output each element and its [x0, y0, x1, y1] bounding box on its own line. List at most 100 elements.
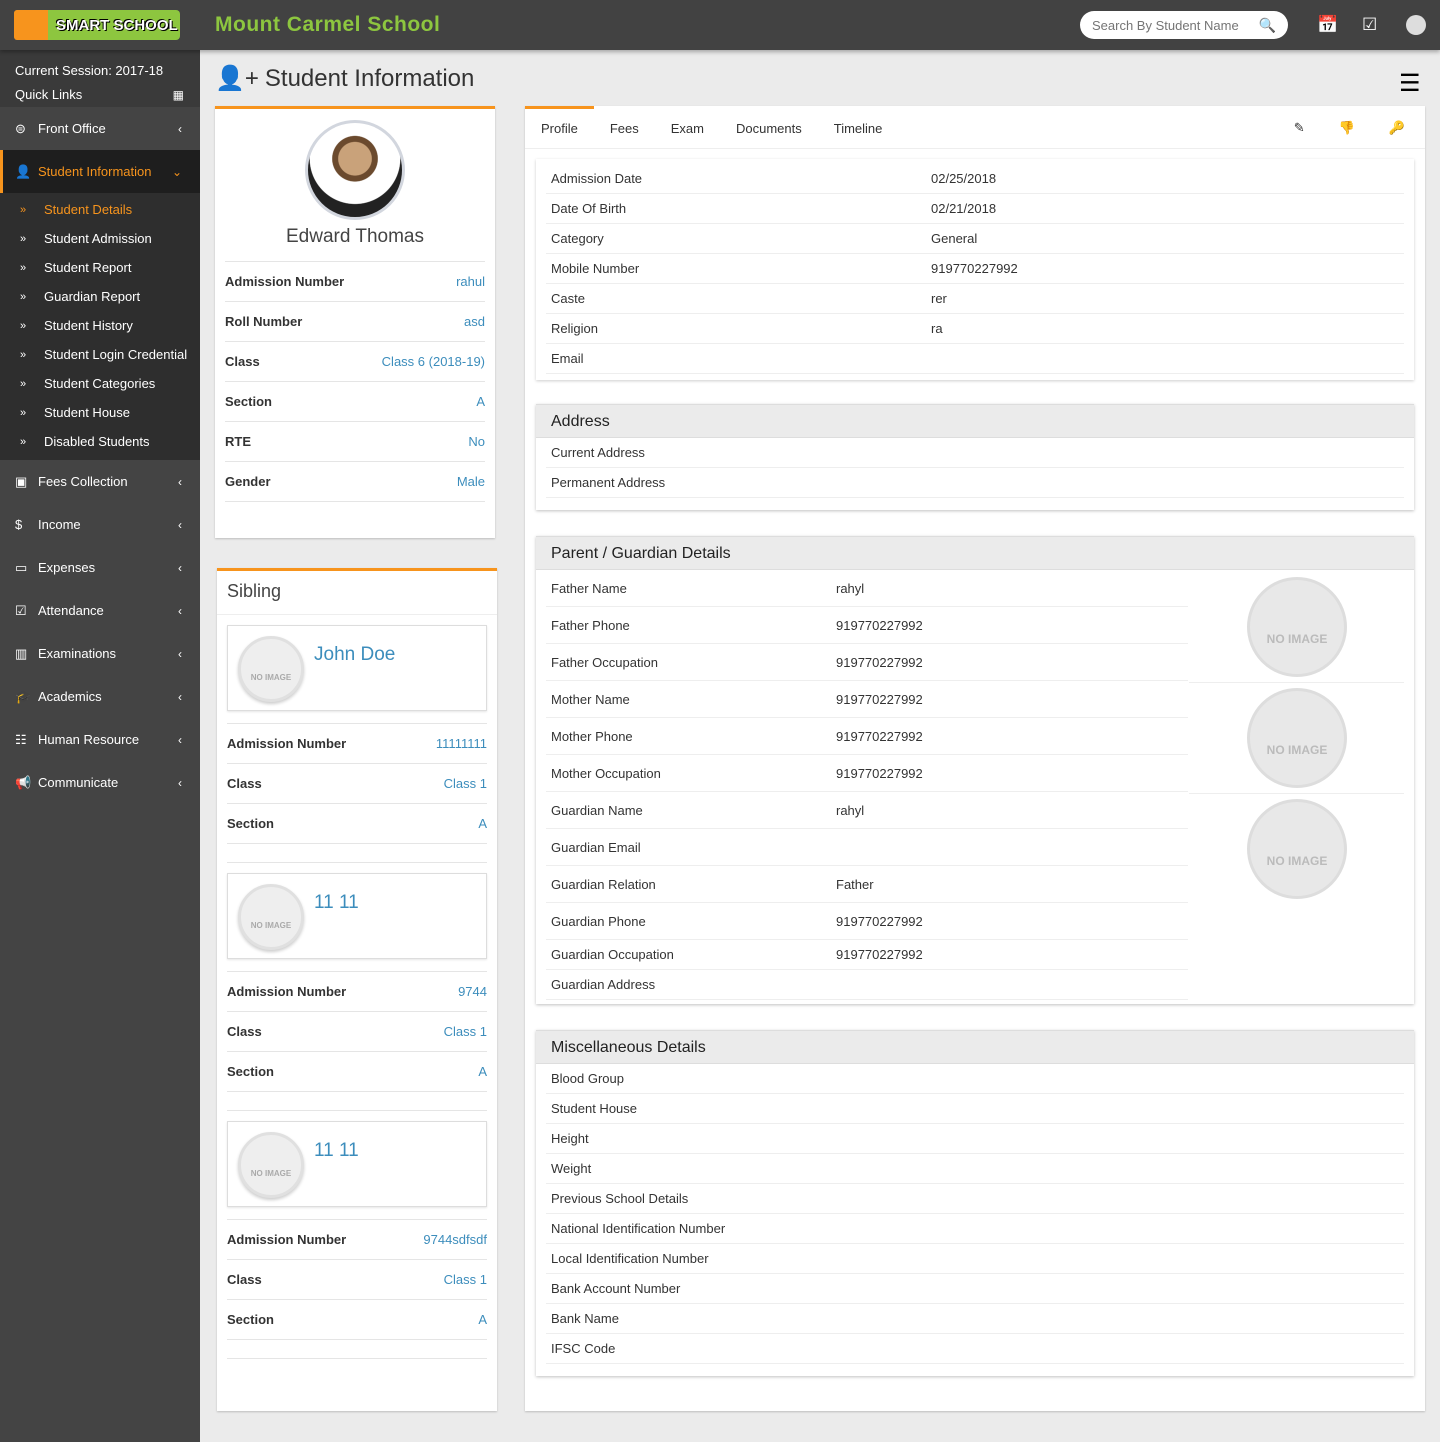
- misc-panel: Miscellaneous Details Blood Group Student …: [536, 1030, 1414, 1376]
- sibling-title: Sibling: [217, 571, 497, 615]
- sidebar-item-front-office[interactable]: ⊜ Front Office ‹: [0, 107, 200, 150]
- submenu-item[interactable]: » Student Categories: [0, 369, 200, 398]
- sibling-name[interactable]: 11 11: [314, 1140, 359, 1161]
- detail-label: Guardian Address: [551, 977, 656, 992]
- current-session[interactable]: Current Session: 2017-18: [15, 63, 164, 78]
- field-value: 9744sdfsdf: [423, 1232, 487, 1247]
- grid-icon[interactable]: ▦: [172, 88, 184, 102]
- field-value[interactable]: Class 6 (2018-19): [381, 354, 485, 369]
- no-image-placeholder: NO IMAGE: [238, 1132, 304, 1198]
- field-value: 9744: [458, 984, 487, 999]
- sibling-name[interactable]: John Doe: [314, 644, 396, 665]
- logo[interactable]: SMART SCHOOL: [14, 10, 180, 40]
- search-box: 🔍: [1080, 11, 1288, 39]
- field-label: Admission Number: [227, 1232, 347, 1247]
- info-row: Roll Number asd: [225, 301, 485, 341]
- detail-value: General: [931, 231, 978, 246]
- field-value: Class 1: [443, 1272, 487, 1287]
- search-icon[interactable]: 🔍: [1258, 16, 1276, 33]
- detail-label: Father Phone: [551, 617, 630, 633]
- sidebar-item-human-resource[interactable]: ☷ Human Resource ‹: [0, 718, 200, 761]
- submenu-item[interactable]: » Student Admission: [0, 224, 200, 253]
- key-icon[interactable]: 🔑: [1388, 120, 1405, 135]
- detail-label: Mother Name: [551, 691, 630, 707]
- submenu-item[interactable]: » Student Report: [0, 253, 200, 282]
- sidebar-item-label: Academics: [38, 689, 102, 704]
- sidebar-item-attendance[interactable]: ☑ Attendance ‹: [0, 589, 200, 632]
- detail-label: Religion: [551, 321, 598, 336]
- submenu-item[interactable]: » Guardian Report: [0, 282, 200, 311]
- search-input[interactable]: [1092, 17, 1252, 33]
- sidebar-item-expenses[interactable]: ▭ Expenses ‹: [0, 546, 200, 589]
- guardian-row: Mother Occupation 919770227992: [546, 755, 1188, 792]
- menu-toggle-icon[interactable]: ☰: [1399, 70, 1421, 97]
- sibling-box: NO IMAGE 11 11: [227, 873, 487, 959]
- detail-row: IFSC Code: [546, 1334, 1404, 1364]
- chevron-left-icon: ‹: [178, 474, 182, 489]
- tab-profile[interactable]: Profile: [525, 106, 594, 148]
- double-chevron-right-icon: »: [20, 261, 27, 274]
- calendar-check-icon: ☑: [15, 602, 27, 618]
- field-value: Class 1: [443, 776, 487, 791]
- quick-links[interactable]: Quick Links: [15, 87, 83, 102]
- money-icon: ▣: [15, 473, 28, 489]
- sidebar-item-fees-collection[interactable]: ▣ Fees Collection ‹: [0, 460, 200, 503]
- submenu-item[interactable]: » Student History: [0, 311, 200, 340]
- tab-timeline[interactable]: Timeline: [833, 121, 883, 136]
- field-label: Roll Number: [225, 314, 303, 329]
- detail-row: Local Identification Number: [546, 1244, 1404, 1274]
- submenu-item[interactable]: » Student House: [0, 398, 200, 427]
- submenu-item[interactable]: » Student Details: [0, 195, 200, 224]
- user-avatar-icon[interactable]: [1406, 15, 1426, 35]
- checkbox-icon[interactable]: ☑: [1362, 15, 1378, 34]
- detail-row: Previous School Details: [546, 1184, 1404, 1214]
- edit-icon[interactable]: ✎: [1293, 120, 1305, 135]
- detail-label: Local Identification Number: [551, 1251, 709, 1266]
- info-row: RTE No: [225, 421, 485, 461]
- info-row: Admission Number rahul: [225, 261, 485, 301]
- tab-documents[interactable]: Documents: [736, 121, 802, 136]
- chevron-left-icon: ‹: [178, 121, 182, 136]
- detail-value: rahyl: [836, 580, 865, 596]
- sibling-name[interactable]: 11 11: [314, 892, 359, 913]
- info-row: Section A: [227, 1299, 487, 1339]
- field-label: Admission Number: [227, 984, 347, 999]
- detail-value: 919770227992: [931, 261, 1018, 276]
- field-value: A: [478, 816, 487, 831]
- submenu-item[interactable]: » Student Login Credential: [0, 340, 200, 369]
- field-label: Admission Number: [227, 736, 347, 751]
- sidebar-item-income[interactable]: $ Income ‹: [0, 503, 200, 546]
- sidebar-item-communicate[interactable]: 📢 Communicate ‹: [0, 761, 200, 804]
- detail-value: 919770227992: [836, 765, 923, 781]
- chevron-left-icon: ‹: [178, 603, 182, 618]
- guardian-row: Mother Name 919770227992: [546, 681, 1188, 718]
- sidebar-item-academics[interactable]: 🎓 Academics ‹: [0, 675, 200, 718]
- tab-exam[interactable]: Exam: [670, 121, 704, 136]
- divider: [227, 843, 487, 863]
- detail-label: Blood Group: [551, 1071, 624, 1086]
- detail-row: Student House: [546, 1094, 1404, 1124]
- disable-icon[interactable]: 👎: [1338, 120, 1355, 135]
- field-value: Class 1: [443, 1024, 487, 1039]
- detail-label: Bank Account Number: [551, 1281, 681, 1296]
- field-label: Gender: [225, 474, 271, 489]
- school-name: Mount Carmel School: [215, 13, 441, 36]
- tab-fees[interactable]: Fees: [609, 121, 639, 136]
- info-row: Section A: [225, 381, 485, 421]
- detail-value: 919770227992: [836, 728, 923, 744]
- page-title: 👤+ Student Information: [215, 64, 474, 93]
- guardian-row: Guardian Occupation 919770227992: [546, 940, 1188, 970]
- sidebar-item-examinations[interactable]: ▥ Examinations ‹: [0, 632, 200, 675]
- detail-value: rer: [931, 291, 947, 306]
- panel-title: Miscellaneous Details: [536, 1030, 1414, 1064]
- sidebar-item-label: Front Office: [38, 121, 106, 136]
- session-info: Current Session: 2017-18 Quick Links ▦: [0, 50, 200, 107]
- student-information-submenu: » Student Details » Student Admission » Stude…: [0, 193, 200, 460]
- detail-row: Bank Name: [546, 1304, 1404, 1334]
- chevron-left-icon: ‹: [178, 775, 182, 790]
- guardian-row: Guardian Name rahyl: [546, 792, 1188, 829]
- divider: [227, 1339, 487, 1359]
- sidebar-item-student-information[interactable]: 👤 Student Information ⌄: [0, 150, 200, 193]
- submenu-item[interactable]: » Disabled Students: [0, 427, 200, 456]
- calendar-icon[interactable]: 📅: [1317, 15, 1339, 34]
